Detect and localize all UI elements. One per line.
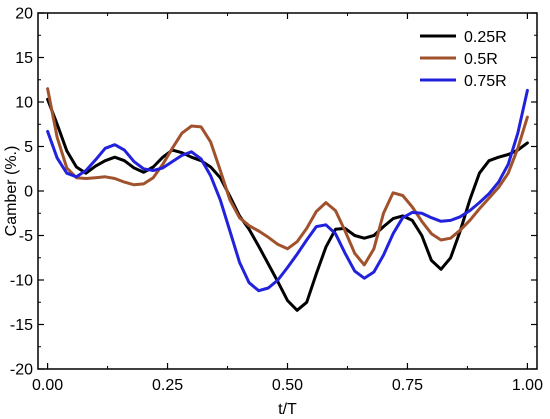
y-tick-label: 20 [15, 6, 33, 23]
series-lines [46, 87, 529, 312]
x-tick-label: 0.75 [392, 377, 423, 394]
x-tick-label: 0.50 [272, 377, 303, 394]
legend-label-1: 0.25R [464, 29, 507, 46]
legend-label-2: 0.5R [464, 51, 498, 68]
y-tick-label: -5 [19, 228, 33, 245]
legend: 0.25R 0.5R 0.75R [420, 29, 507, 90]
axes [37, 12, 538, 370]
y-tick-label: 15 [15, 50, 33, 67]
plot-frame [37, 12, 538, 370]
x-tick-label: 0.25 [152, 377, 183, 394]
y-tick-label: -20 [10, 362, 33, 379]
y-tick-label: 0 [24, 184, 33, 201]
y-axis-label: Camber (%.) [3, 146, 20, 237]
x-tick-label: 0.00 [32, 377, 63, 394]
y-tick-label: -15 [10, 317, 33, 334]
x-axis-label: t/T [278, 401, 297, 418]
ticks: 0.00 0.25 0.50 0.75 1.00 -20 -15 -10 -5 0 5 10 15 20 [10, 6, 543, 395]
series-line-1 [46, 97, 529, 312]
series-line-2 [46, 87, 529, 267]
x-tick-label: 1.00 [512, 377, 543, 394]
legend-label-3: 0.75R [464, 73, 507, 90]
series-line-3 [46, 88, 529, 293]
y-tick-label: 10 [15, 95, 33, 112]
y-tick-label: 5 [24, 139, 33, 156]
y-tick-label: -10 [10, 273, 33, 290]
